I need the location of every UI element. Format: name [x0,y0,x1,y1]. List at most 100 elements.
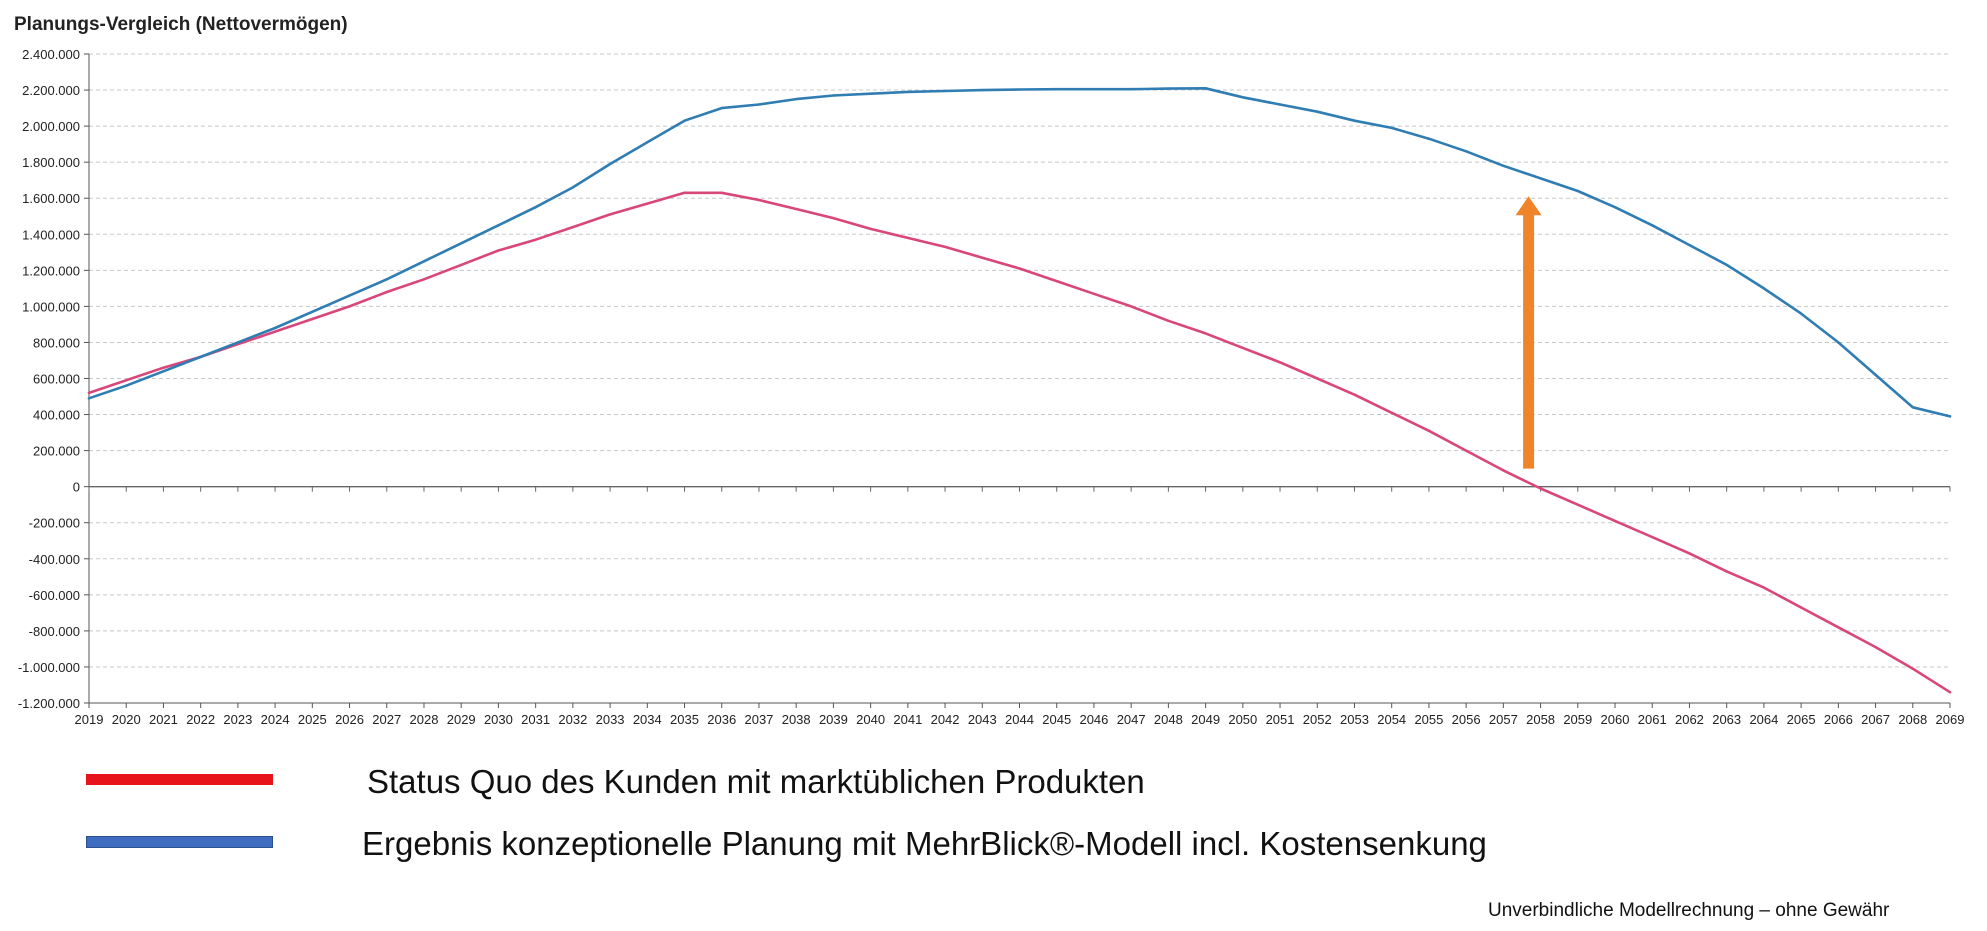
annotation-layer [1515,196,1542,469]
x-tick-label: 2065 [1787,712,1816,727]
y-tick-label: 1.400.000 [22,227,80,242]
data-point-mehrblick [1539,177,1542,180]
x-tick-label: 2039 [819,712,848,727]
x-tick-label: 2061 [1638,712,1667,727]
data-point-mehrblick [1725,263,1728,267]
x-tick-label: 2030 [484,712,513,727]
data-point-status_quo [1427,429,1431,432]
data-point-status_quo [311,317,314,321]
data-point-mehrblick [1055,87,1058,91]
data-point-mehrblick [608,162,612,166]
data-point-status_quo [422,278,426,281]
data-point-mehrblick [460,242,463,245]
y-tick-label: -1.200.000 [18,696,80,711]
data-point-status_quo [460,263,463,267]
data-point-mehrblick [1799,312,1803,315]
x-tick-label: 2062 [1675,712,1704,727]
x-tick-label: 2038 [782,712,811,727]
x-tick-label: 2022 [186,712,215,727]
x-tick-label: 2050 [1228,712,1257,727]
y-tick-label: -400.000 [29,552,80,567]
axes: 2.400.000 2.200.000 2.000.000 1.800.000 1.60… [18,47,1965,727]
x-tick-label: 2024 [261,712,290,727]
data-point-mehrblick [1688,243,1691,247]
data-point-status_quo [608,213,612,216]
x-tick-label: 2054 [1377,712,1406,727]
data-point-status_quo [683,191,686,195]
data-point-mehrblick [1241,96,1245,99]
data-point-mehrblick [1390,126,1393,130]
footnote: Unverbindliche Modellrechnung – ohne Gew… [1488,900,1890,921]
data-point-mehrblick [1167,87,1170,90]
data-point-status_quo [348,305,351,308]
data-point-mehrblick [1502,164,1505,167]
data-point-mehrblick [1911,406,1914,409]
data-point-mehrblick [981,88,984,92]
data-point-mehrblick [422,260,426,263]
data-point-status_quo [1539,487,1542,490]
data-point-mehrblick [236,341,240,344]
data-point-status_quo [757,198,761,202]
data-point-status_quo [1651,535,1654,539]
data-point-status_quo [1278,361,1282,364]
data-point-mehrblick [869,92,872,95]
legend-label-status-quo: Status Quo des Kunden mit marktüblichen … [367,763,1145,800]
data-point-status_quo [1204,332,1207,335]
x-tick-label: 2033 [596,712,625,727]
x-tick-label: 2034 [633,712,662,727]
y-tick-label: 600.000 [33,372,80,387]
data-point-status_quo [1241,346,1245,350]
data-point-status_quo [1688,552,1691,555]
data-point-status_quo [534,238,537,241]
x-tick-label: 2046 [1079,712,1108,727]
legend-label-mehrblick: Ergebnis konzeptionelle Planung mit Mehr… [362,825,1487,862]
x-tick-label: 2069 [1936,712,1965,727]
data-point-mehrblick [497,224,500,227]
x-tick-label: 2056 [1452,712,1481,727]
data-point-mehrblick [311,310,314,313]
data-point-status_quo [1353,393,1356,396]
data-point-mehrblick [199,355,202,359]
data-point-status_quo [1018,267,1021,270]
data-point-mehrblick [1464,150,1468,153]
y-tick-label: -1.000.000 [18,660,80,675]
data-point-mehrblick [1762,287,1766,290]
data-point-status_quo [832,216,835,220]
data-point-mehrblick [1316,110,1319,113]
data-point-status_quo [1576,503,1580,506]
x-tick-label: 2029 [447,712,476,727]
y-tick-label: 200.000 [33,444,80,459]
data-point-mehrblick [646,141,649,144]
x-tick-label: 2048 [1154,712,1183,727]
x-tick-label: 2037 [744,712,773,727]
data-point-status_quo [125,379,128,382]
data-point-mehrblick [1948,415,1952,418]
data-point-mehrblick [1874,373,1877,377]
x-tick-label: 2043 [968,712,997,727]
data-point-mehrblick [794,97,798,101]
data-point-mehrblick [1651,224,1654,227]
x-tick-label: 2067 [1861,712,1890,727]
y-tick-label: 1.600.000 [22,191,80,206]
x-tick-label: 2031 [521,712,550,727]
x-tick-label: 2041 [893,712,922,727]
data-point-mehrblick [273,326,277,330]
data-point-status_quo [869,227,872,231]
chart-title: Planungs-Vergleich (Nettovermögen) [14,14,348,35]
data-point-status_quo [1762,586,1766,589]
y-tick-label: 800.000 [33,335,80,350]
data-point-status_quo [1799,606,1803,609]
data-point-mehrblick [1278,103,1282,106]
x-tick-label: 2021 [149,712,178,727]
x-tick-label: 2053 [1340,712,1369,727]
data-point-mehrblick [1018,88,1021,91]
y-tick-label: -600.000 [29,588,80,603]
data-point-mehrblick [757,103,761,106]
data-point-status_quo [1316,377,1319,380]
data-point-status_quo [162,366,165,369]
x-tick-label: 2019 [75,712,104,727]
x-tick-label: 2064 [1749,712,1778,727]
data-point-status_quo [1911,667,1914,670]
series-lines [87,87,1952,694]
data-point-status_quo [497,249,500,252]
